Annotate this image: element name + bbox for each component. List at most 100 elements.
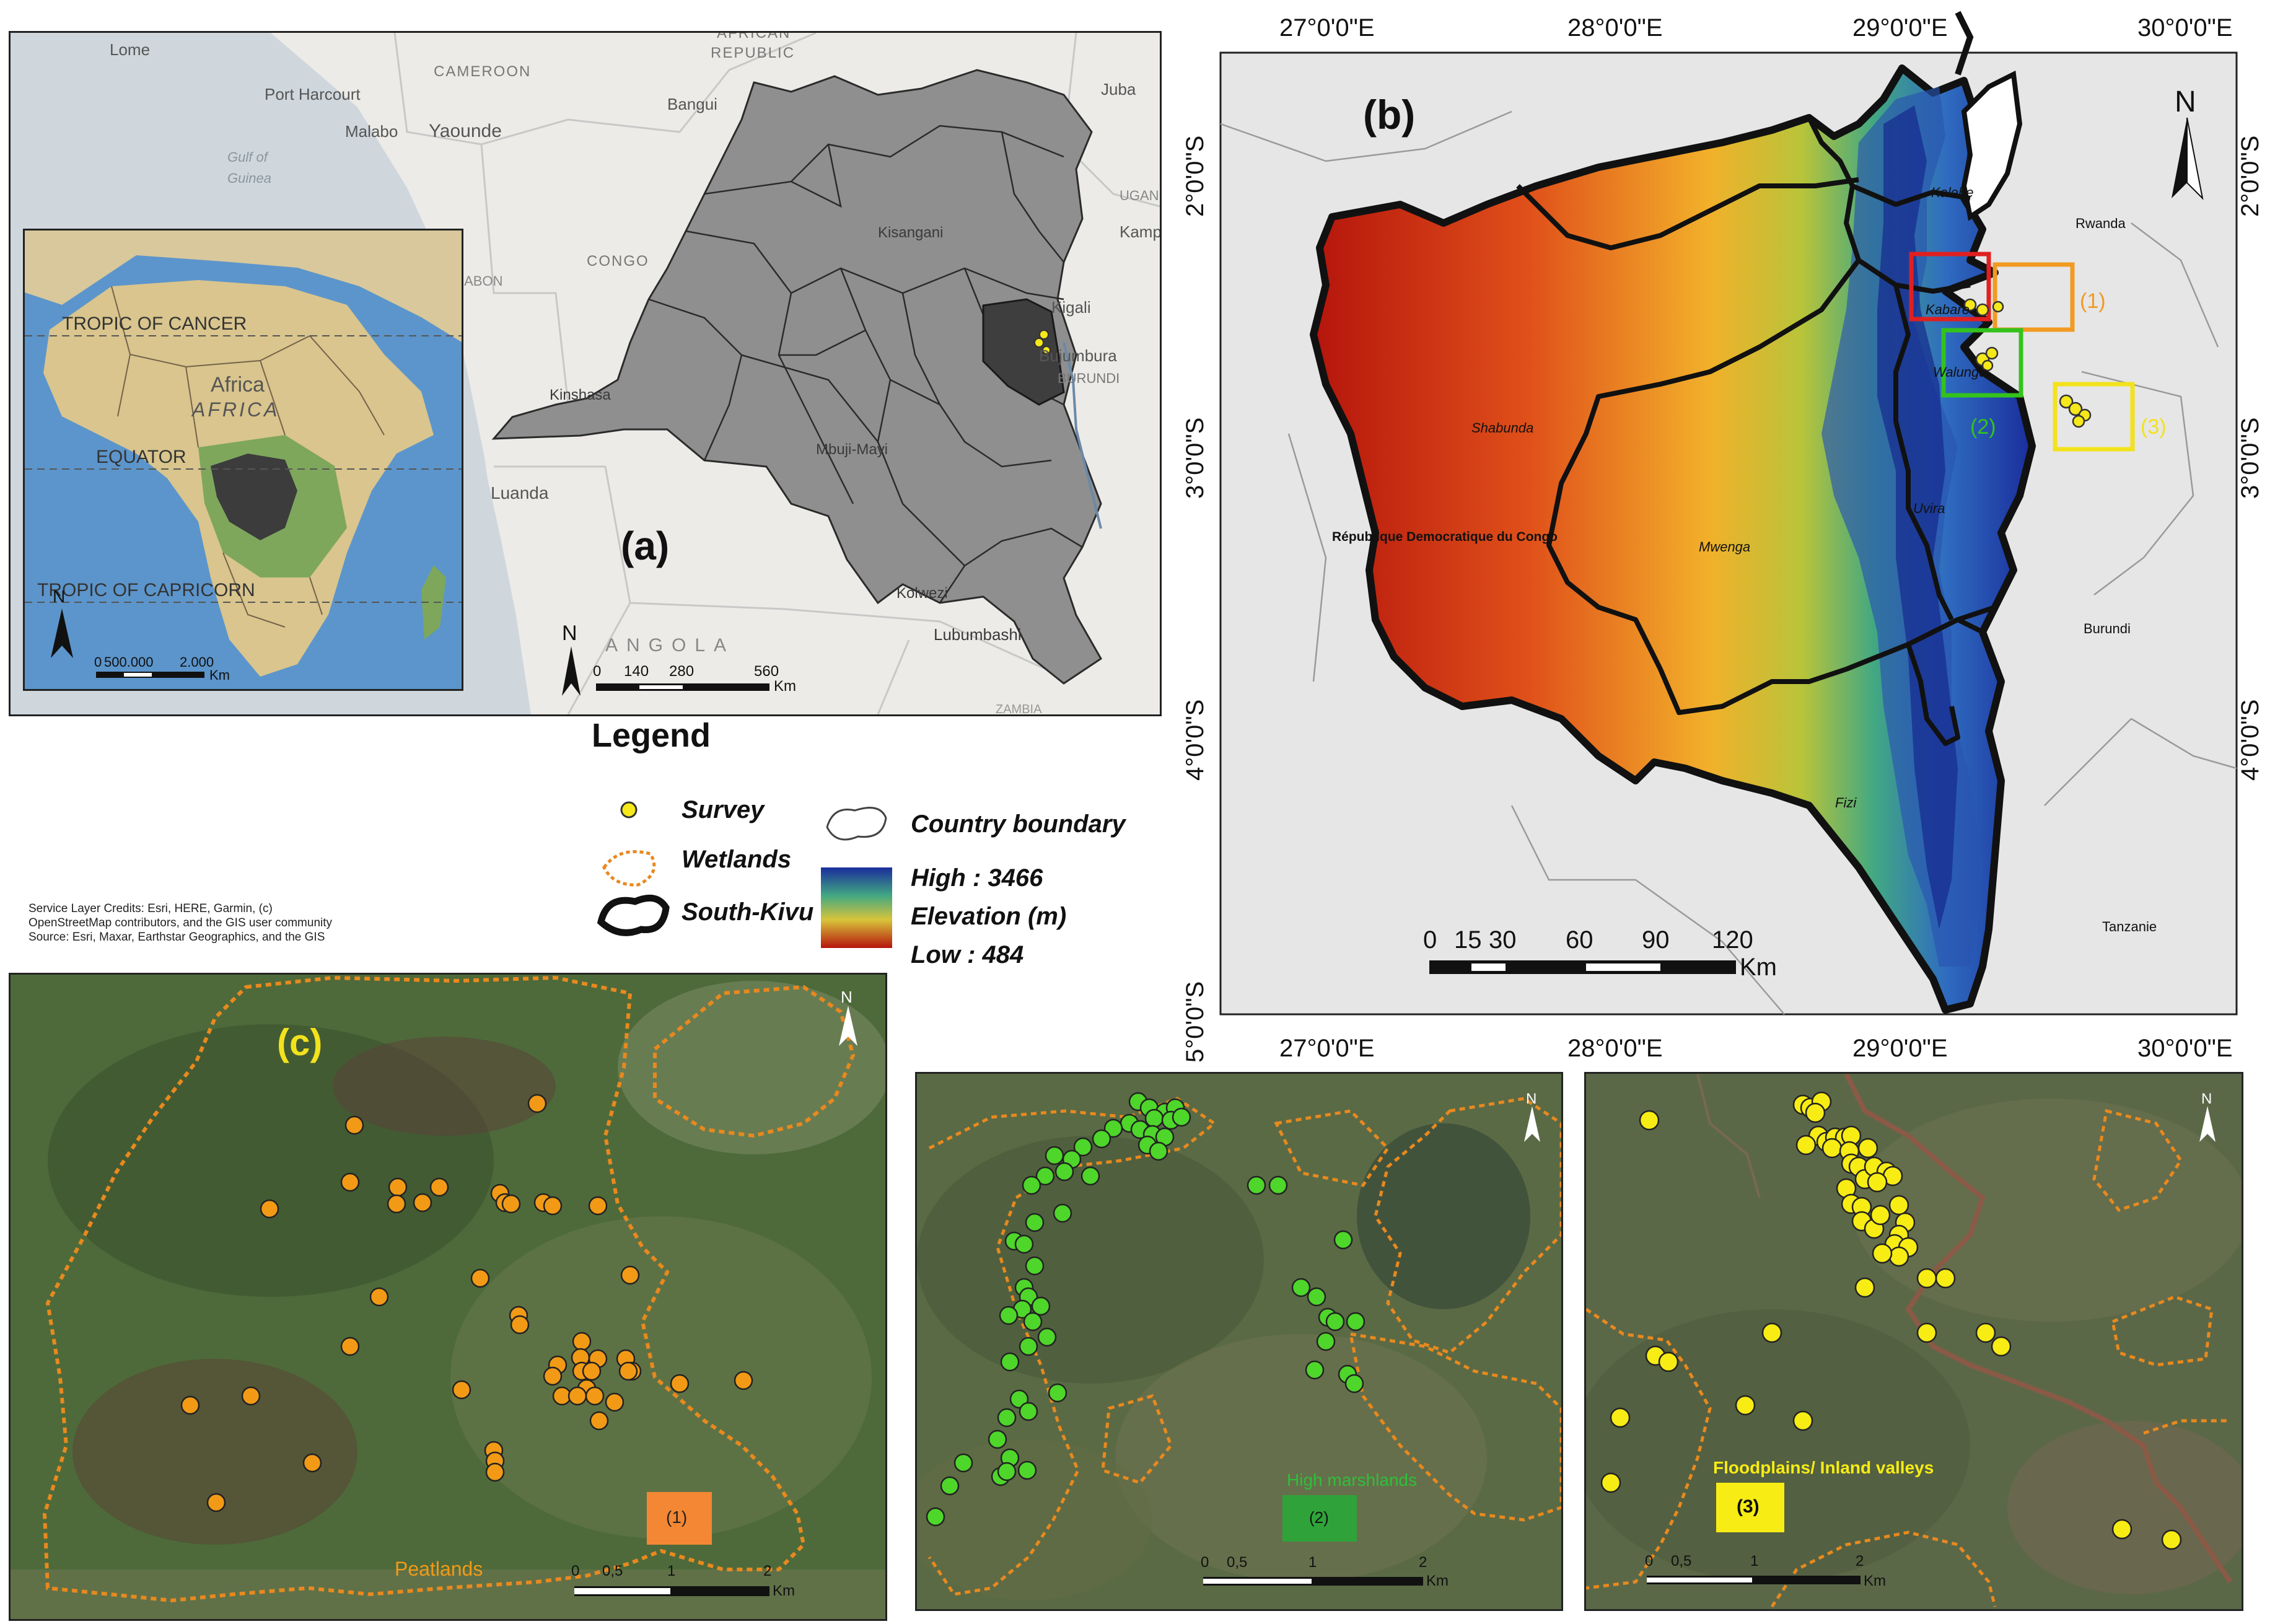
- panel-b-map: (1) (2) (3) Kalehe Kabare Walungu Shabun…: [1165, 0, 2288, 1072]
- inset-tropic-cancer: TROPIC OF CANCER: [62, 314, 247, 334]
- box-label-1: (1): [2080, 289, 2106, 313]
- inset-scale-bar: 0 500.000 2.000 Km: [94, 654, 230, 683]
- survey-point: [1888, 1246, 1909, 1267]
- survey-point: [1014, 1234, 1034, 1254]
- survey-point: [1092, 1129, 1111, 1149]
- panel-a-label: (a): [621, 524, 669, 568]
- peatlands-label: Peatlands: [395, 1558, 483, 1580]
- survey-point: [1916, 1268, 1937, 1289]
- survey-point: [302, 1453, 322, 1473]
- svg-text:Km: Km: [209, 667, 230, 683]
- right-tick-3: 3°0'0"S: [2237, 418, 2264, 499]
- place-kampala: Kampala: [1120, 222, 1160, 241]
- place-angola: ANGOLA: [605, 635, 735, 656]
- panel-a-scale-bar: 0 140 280 560 Km: [593, 663, 796, 695]
- top-tick-27: 27°0'0"E: [1279, 14, 1375, 42]
- africa-inset-map: TROPIC OF CANCER Africa AFRICA EQUATOR T…: [23, 229, 463, 691]
- survey-point: [1054, 1162, 1074, 1182]
- inset-africa-label: Africa: [211, 373, 265, 397]
- survey-point: [1080, 1166, 1100, 1186]
- svg-text:1: 1: [1750, 1553, 1758, 1569]
- legend-elevation-ramp: [821, 867, 892, 948]
- right-tick-2: 2°0'0"S: [2237, 136, 2264, 217]
- svg-text:2.000: 2.000: [180, 654, 214, 670]
- survey-point: [997, 1408, 1017, 1428]
- legend-survey: Survey: [682, 796, 765, 823]
- survey-point: [1037, 1327, 1057, 1347]
- left-tick-2: 2°0'0"S: [1181, 136, 1209, 217]
- survey-point: [260, 1199, 279, 1219]
- place-yaounde: Yaounde: [429, 121, 502, 141]
- survey-point: [589, 1411, 609, 1431]
- left-tick-3: 3°0'0"S: [1181, 418, 1209, 499]
- survey-point: [1344, 1374, 1364, 1394]
- place-walungu: Walungu: [1933, 364, 1986, 380]
- survey-point: [340, 1337, 360, 1356]
- svg-text:N: N: [2175, 86, 2196, 118]
- study-box-red: [1909, 252, 1991, 322]
- survey-point: [1149, 1141, 1168, 1161]
- high-marshlands-label: High marshlands: [1287, 1470, 1417, 1490]
- survey-point: [206, 1493, 226, 1512]
- survey-point: [501, 1194, 521, 1214]
- panel-b-scale-bar: 0 15 30 60 90 120 Km: [1423, 926, 1777, 981]
- survey-point: [485, 1462, 505, 1482]
- survey-point: [1035, 1166, 1055, 1186]
- bottom-tick-29: 29°0'0"E: [1852, 1035, 1948, 1062]
- survey-point: [1916, 1322, 1937, 1343]
- svg-text:Km: Km: [1426, 1573, 1449, 1589]
- survey-point: [1333, 1230, 1353, 1250]
- legend-south-kivu: South-Kivu: [682, 898, 813, 926]
- survey-point: [1031, 1296, 1051, 1316]
- survey-point: [1073, 1137, 1093, 1157]
- survey-point: [1870, 1205, 1891, 1226]
- panel-c3-north-arrow-icon: N: [2199, 1091, 2216, 1142]
- svg-text:0,5: 0,5: [1227, 1554, 1247, 1571]
- survey-point: [1610, 1407, 1631, 1428]
- survey-point: [1172, 1107, 1191, 1127]
- svg-text:280: 280: [669, 663, 694, 680]
- svg-text:120: 120: [1712, 926, 1753, 954]
- bottom-tick-30: 30°0'0"E: [2137, 1035, 2233, 1062]
- box-2-badge-label: (2): [1309, 1508, 1329, 1527]
- survey-point: [1291, 1278, 1311, 1297]
- survey-point: [1025, 1213, 1045, 1232]
- place-african: AFRICAN: [717, 33, 791, 42]
- place-burundi: Burundi: [2084, 621, 2131, 636]
- svg-text:60: 60: [1566, 926, 1593, 954]
- survey-point: [1045, 1146, 1064, 1165]
- box-label-2: (2): [1970, 415, 1996, 439]
- survey-point: [543, 1196, 563, 1216]
- survey-point: [1857, 1138, 1878, 1159]
- place-mbuji-mayi: Mbuji-Mayi: [816, 441, 888, 458]
- survey-point: [1792, 1410, 1813, 1431]
- box-3-badge: [1716, 1483, 1784, 1532]
- survey-point: [1247, 1175, 1266, 1195]
- svg-text:0,5: 0,5: [1671, 1553, 1691, 1569]
- place-guinea: Guinea: [227, 170, 271, 186]
- survey-point: [588, 1196, 608, 1216]
- survey-point: [1019, 1337, 1038, 1356]
- svg-text:15: 15: [1454, 926, 1482, 954]
- credits-line-2: OpenStreetMap contributors, and the GIS …: [28, 916, 333, 929]
- survey-point: [1805, 1102, 1826, 1123]
- place-rwanda: Rwanda: [2075, 216, 2126, 231]
- survey-point: [1761, 1322, 1782, 1343]
- box-1-badge: [647, 1492, 712, 1545]
- place-kalehe: Kalehe: [1931, 185, 1974, 200]
- place-rdc: République Democratique du Congo: [1332, 530, 1558, 544]
- place-kisangani: Kisangani: [878, 224, 943, 241]
- svg-text:2: 2: [1419, 1554, 1427, 1571]
- svg-text:Km: Km: [1864, 1573, 1886, 1589]
- survey-point: [1821, 1138, 1843, 1159]
- place-lome: Lome: [110, 40, 150, 59]
- survey-point: [2161, 1529, 2182, 1550]
- left-tick-5: 5°0'0"S: [1181, 981, 1209, 1063]
- legend-title: Legend: [592, 719, 711, 754]
- survey-point: [1307, 1287, 1326, 1307]
- legend-high: High : 3466: [911, 864, 1043, 892]
- svg-text:30: 30: [1489, 926, 1517, 954]
- survey-point: [180, 1395, 200, 1415]
- survey-point: [1975, 1322, 1996, 1343]
- survey-point: [344, 1115, 364, 1135]
